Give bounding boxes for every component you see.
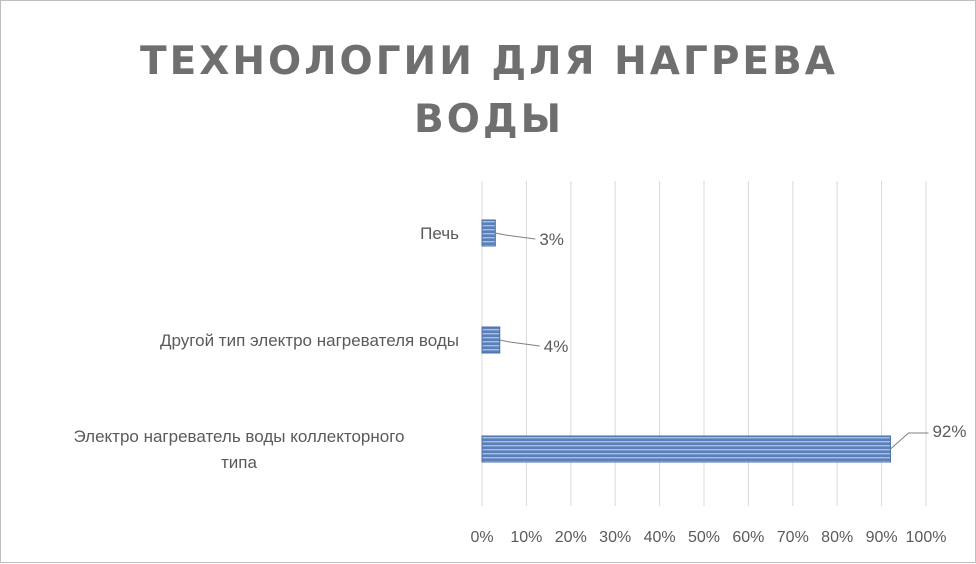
leader-line [890,432,929,450]
labels: 0% 10% 20% 30% 40% 50% 60% 70% 80% 90% 100% Печь 3% Д… [74,224,967,546]
x-tick-label: 40% [644,529,676,546]
leader-line [495,232,536,240]
data-label: 3% [539,230,564,249]
data-label: 4% [544,337,569,356]
x-tick-label: 70% [777,529,809,546]
category-label: Другой тип электро нагревателя воды [160,331,459,350]
x-tick-label: 10% [510,529,542,546]
leader-line [499,339,540,347]
category-label: типа [221,453,257,472]
x-tick-label: 100% [906,529,947,546]
x-tick-label: 0% [470,529,493,546]
bars [481,219,891,463]
x-tick-label: 20% [555,529,587,546]
x-tick-label: 80% [821,529,853,546]
x-tick-label: 50% [688,529,720,546]
bar [481,435,891,463]
x-tick-label: 90% [866,529,898,546]
x-tick-label: 60% [732,529,764,546]
category-label: Печь [420,224,459,243]
data-label: 92% [932,422,966,441]
chart-title: ТЕХНОЛОГИИ ДЛЯ НАГРЕВА ВОДЫ [140,39,838,142]
bar [481,326,501,354]
bar [481,219,496,247]
x-tick-label: 30% [599,529,631,546]
category-label: Электро нагреватель воды коллекторного [74,427,405,446]
